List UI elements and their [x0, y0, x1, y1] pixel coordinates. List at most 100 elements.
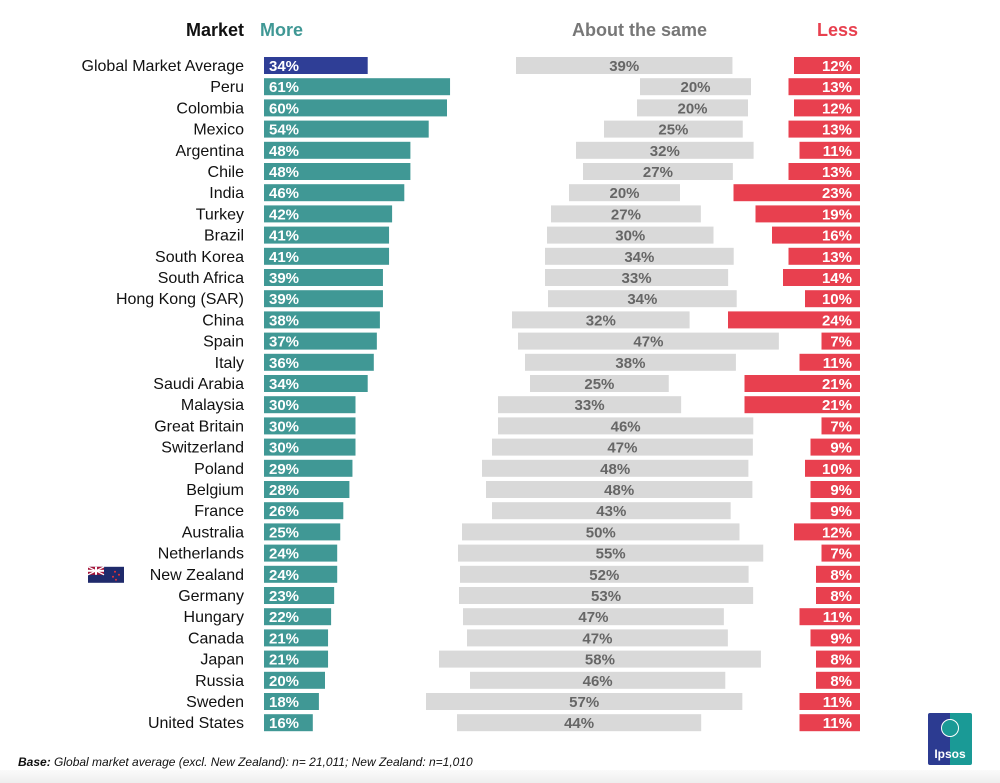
less-value-label: 16% [822, 228, 852, 245]
less-value-label: 10% [822, 461, 852, 478]
same-value-label: 58% [585, 652, 615, 669]
flag-star [112, 575, 114, 578]
more-bar [264, 163, 411, 180]
same-bar [492, 438, 753, 456]
less-bar [805, 459, 860, 477]
more-value-label: 39% [269, 291, 299, 308]
more-bar [264, 438, 356, 456]
header-less: Less [817, 20, 859, 40]
same-bar [462, 523, 740, 541]
same-bar [525, 353, 736, 371]
less-value-label: 11% [823, 694, 852, 711]
less-bar [810, 502, 860, 520]
market-label: Netherlands [158, 546, 244, 563]
same-value-label: 38% [615, 355, 645, 372]
more-value-label: 39% [269, 270, 299, 287]
more-bar [264, 290, 383, 308]
same-value-label: 57% [569, 694, 599, 711]
same-bar [482, 459, 749, 477]
same-value-label: 48% [600, 461, 630, 478]
more-bar [264, 57, 368, 74]
same-bar [545, 269, 729, 286]
less-value-label: 13% [822, 249, 852, 266]
same-bar [576, 141, 754, 159]
market-label: Japan [200, 652, 244, 669]
market-label: South Korea [155, 249, 244, 266]
more-bar [264, 120, 429, 138]
same-value-label: 46% [583, 673, 613, 690]
same-bar [457, 714, 702, 732]
less-bar [788, 247, 860, 265]
header-more: More [260, 20, 304, 40]
header-about-the-same: About the same [572, 20, 708, 40]
same-value-label: 43% [596, 503, 626, 520]
same-bar [569, 184, 680, 202]
more-value-label: 48% [269, 143, 299, 160]
more-value-label: 60% [269, 100, 299, 117]
less-value-label: 13% [822, 164, 852, 181]
more-bar [264, 396, 356, 414]
less-value-label: 7% [830, 334, 852, 351]
base-footnote: Base: Global market average (excl. New Z… [18, 755, 473, 769]
ipsos-logo: Ipsos [928, 713, 972, 765]
same-value-label: 50% [586, 524, 616, 541]
less-bar [816, 587, 860, 604]
same-value-label: 53% [591, 588, 621, 605]
more-bar [264, 565, 338, 583]
market-label: Spain [203, 334, 244, 351]
same-bar [463, 608, 724, 626]
more-bar [264, 693, 319, 710]
more-value-label: 30% [269, 397, 299, 414]
market-label: South Africa [158, 270, 244, 287]
more-value-label: 34% [269, 58, 299, 75]
less-value-label: 7% [830, 418, 852, 435]
more-bar [264, 311, 380, 329]
market-label: India [209, 185, 244, 202]
market-label: Argentina [176, 143, 245, 160]
more-bar [264, 671, 325, 689]
same-bar [439, 650, 761, 668]
same-bar [459, 587, 754, 604]
more-value-label: 37% [269, 334, 299, 351]
more-value-label: 48% [269, 164, 299, 181]
more-value-label: 21% [269, 630, 299, 647]
less-value-label: 24% [822, 312, 852, 329]
less-value-label: 12% [822, 100, 852, 117]
same-bar [512, 311, 690, 329]
more-value-label: 21% [269, 652, 299, 669]
more-bar [264, 523, 341, 541]
less-bar [810, 629, 860, 647]
less-bar [821, 417, 860, 435]
same-bar [583, 163, 733, 180]
same-value-label: 20% [609, 185, 639, 202]
market-label: Mexico [193, 122, 244, 139]
same-bar [486, 481, 753, 498]
same-bar [470, 671, 726, 689]
same-bar [548, 290, 737, 308]
same-value-label: 47% [578, 609, 608, 626]
market-label: Hungary [184, 609, 244, 626]
less-value-label: 19% [822, 206, 852, 223]
more-value-label: 34% [269, 376, 299, 393]
market-label: Poland [194, 461, 244, 478]
more-bar [264, 269, 383, 286]
same-value-label: 55% [596, 546, 626, 563]
less-bar [799, 353, 860, 371]
flag-star [115, 578, 117, 581]
more-bar [264, 714, 313, 732]
more-bar [264, 226, 390, 244]
less-value-label: 9% [830, 440, 852, 457]
same-bar [530, 375, 669, 392]
more-bar [264, 608, 332, 626]
less-bar [799, 714, 860, 732]
more-value-label: 23% [269, 588, 299, 605]
same-value-label: 34% [627, 291, 657, 308]
same-bar [498, 396, 682, 414]
more-value-label: 28% [269, 482, 299, 499]
more-bar [264, 184, 405, 202]
less-value-label: 12% [822, 58, 852, 75]
less-bar [799, 141, 860, 159]
more-value-label: 18% [269, 694, 299, 711]
market-label: Canada [188, 630, 244, 647]
less-bar [744, 396, 860, 414]
